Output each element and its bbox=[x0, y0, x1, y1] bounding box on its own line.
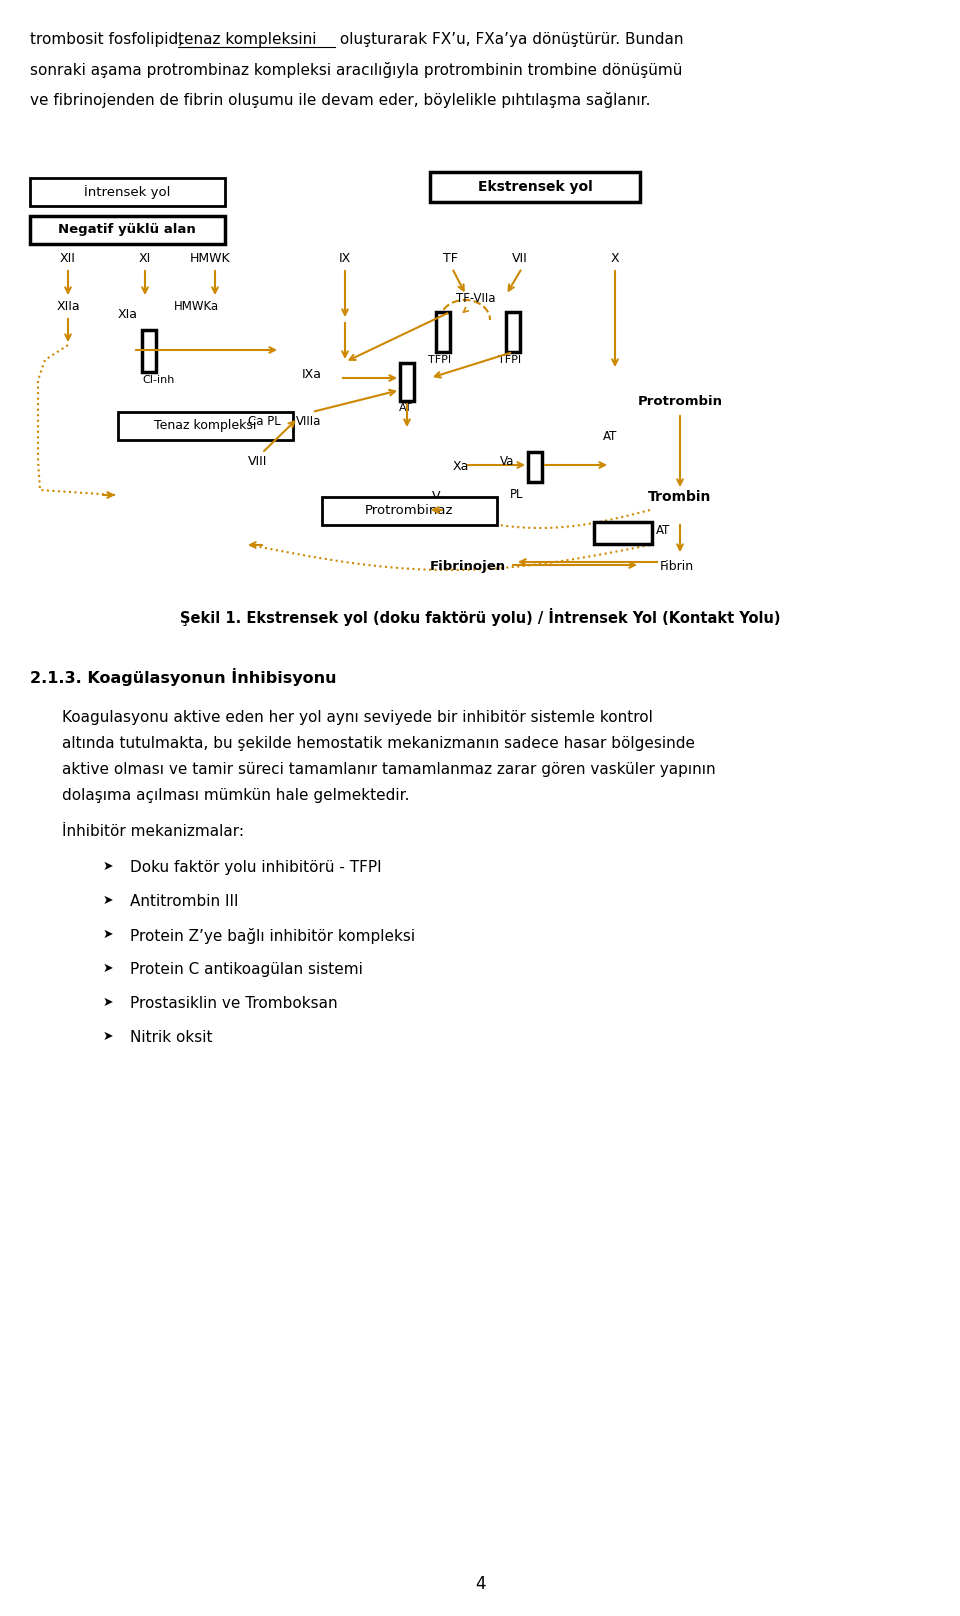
Text: Protein Z’ye bağlı inhibitör kompleksi: Protein Z’ye bağlı inhibitör kompleksi bbox=[130, 928, 415, 944]
Text: VIIIa: VIIIa bbox=[296, 415, 322, 428]
Text: IX: IX bbox=[339, 252, 351, 265]
Bar bbox=[30, 178, 225, 205]
Text: tenaz kompleksini: tenaz kompleksini bbox=[178, 32, 317, 47]
Text: Ca PL: Ca PL bbox=[248, 415, 280, 428]
Text: TF-VIIa: TF-VIIa bbox=[456, 292, 495, 305]
Text: ➤: ➤ bbox=[103, 1029, 113, 1042]
Bar bbox=[506, 312, 520, 352]
Text: VII: VII bbox=[512, 252, 528, 265]
Text: aktive olması ve tamir süreci tamamlanır tamamlanmaz zarar gören vasküler yapını: aktive olması ve tamir süreci tamamlanır… bbox=[62, 763, 715, 777]
Text: TFPI: TFPI bbox=[428, 356, 451, 365]
Text: oluşturarak FX’u, FXa’ya dönüştürür. Bundan: oluşturarak FX’u, FXa’ya dönüştürür. Bun… bbox=[335, 32, 684, 47]
Text: İnhibitör mekanizmalar:: İnhibitör mekanizmalar: bbox=[62, 824, 244, 839]
Bar bbox=[322, 498, 497, 525]
Text: IXa: IXa bbox=[302, 368, 322, 381]
Text: 4: 4 bbox=[475, 1576, 485, 1593]
Text: Fibrinojen: Fibrinojen bbox=[430, 561, 506, 574]
Text: Protein C antikoagülan sistemi: Protein C antikoagülan sistemi bbox=[130, 962, 363, 978]
Text: AT: AT bbox=[399, 402, 413, 414]
Bar bbox=[528, 452, 542, 482]
Text: Nitrik oksit: Nitrik oksit bbox=[130, 1029, 212, 1046]
Bar bbox=[436, 312, 450, 352]
Text: TFPI: TFPI bbox=[498, 356, 521, 365]
Text: Xa: Xa bbox=[453, 461, 469, 473]
Text: sonraki aşama protrombinaz kompleksi aracılığıyla protrombinin trombine dönüşümü: sonraki aşama protrombinaz kompleksi ara… bbox=[30, 61, 683, 78]
Text: XII: XII bbox=[60, 252, 76, 265]
Text: Koagulasyonu aktive eden her yol aynı seviyede bir inhibitör sistemle kontrol: Koagulasyonu aktive eden her yol aynı se… bbox=[62, 709, 653, 726]
Text: HMWKa: HMWKa bbox=[174, 301, 219, 314]
Text: ➤: ➤ bbox=[103, 962, 113, 974]
Bar bbox=[142, 330, 156, 372]
Text: Negatif yüklü alan: Negatif yüklü alan bbox=[59, 223, 196, 236]
Text: PL: PL bbox=[510, 488, 523, 501]
Text: CI-inh: CI-inh bbox=[142, 375, 175, 385]
Text: Ekstrensek yol: Ekstrensek yol bbox=[478, 179, 592, 194]
Text: Tenaz kompleksi: Tenaz kompleksi bbox=[154, 420, 256, 433]
Text: ➤: ➤ bbox=[103, 860, 113, 873]
Text: HMWK: HMWK bbox=[190, 252, 230, 265]
Text: dolaşıma açılması mümkün hale gelmektedir.: dolaşıma açılması mümkün hale gelmektedi… bbox=[62, 789, 410, 803]
Text: Doku faktör yolu inhibitörü - TFPI: Doku faktör yolu inhibitörü - TFPI bbox=[130, 860, 382, 874]
Text: ➤: ➤ bbox=[103, 995, 113, 1008]
Bar bbox=[30, 217, 225, 244]
Text: Trombin: Trombin bbox=[648, 490, 711, 504]
Bar bbox=[430, 171, 640, 202]
Text: AT: AT bbox=[603, 430, 617, 443]
Text: XIa: XIa bbox=[118, 309, 138, 322]
Bar bbox=[594, 522, 652, 545]
Text: X: X bbox=[611, 252, 619, 265]
Text: Fibrin: Fibrin bbox=[660, 561, 694, 574]
Text: ➤: ➤ bbox=[103, 894, 113, 907]
Bar bbox=[400, 364, 414, 401]
Text: Protrombin: Protrombin bbox=[637, 394, 723, 407]
Text: V: V bbox=[432, 490, 441, 503]
Text: XI: XI bbox=[139, 252, 151, 265]
Text: 2.1.3. Koagülasyonun İnhibisyonu: 2.1.3. Koagülasyonun İnhibisyonu bbox=[30, 667, 337, 687]
Text: ➤: ➤ bbox=[103, 928, 113, 941]
Bar bbox=[118, 412, 293, 440]
Text: Prostasiklin ve Tromboksan: Prostasiklin ve Tromboksan bbox=[130, 995, 338, 1012]
Text: XIIa: XIIa bbox=[57, 301, 80, 314]
Text: TF: TF bbox=[443, 252, 457, 265]
Text: ve fibrinojenden de fibrin oluşumu ile devam eder, böylelikle pıhtılaşma sağlanı: ve fibrinojenden de fibrin oluşumu ile d… bbox=[30, 92, 651, 108]
Text: AT: AT bbox=[656, 524, 670, 537]
Text: Şekil 1. Ekstrensek yol (doku faktörü yolu) / İntrensek Yol (Kontakt Yolu): Şekil 1. Ekstrensek yol (doku faktörü yo… bbox=[180, 608, 780, 625]
Text: VIII: VIII bbox=[248, 456, 268, 469]
Text: Protrombinaz: Protrombinaz bbox=[365, 504, 453, 517]
Text: Va: Va bbox=[500, 456, 515, 469]
Text: altında tutulmakta, bu şekilde hemostatik mekanizmanın sadece hasar bölgesinde: altında tutulmakta, bu şekilde hemostati… bbox=[62, 735, 695, 751]
Text: trombosit fosfolipid,: trombosit fosfolipid, bbox=[30, 32, 188, 47]
Text: İntrensek yol: İntrensek yol bbox=[84, 184, 170, 199]
Text: Antitrombin III: Antitrombin III bbox=[130, 894, 238, 908]
